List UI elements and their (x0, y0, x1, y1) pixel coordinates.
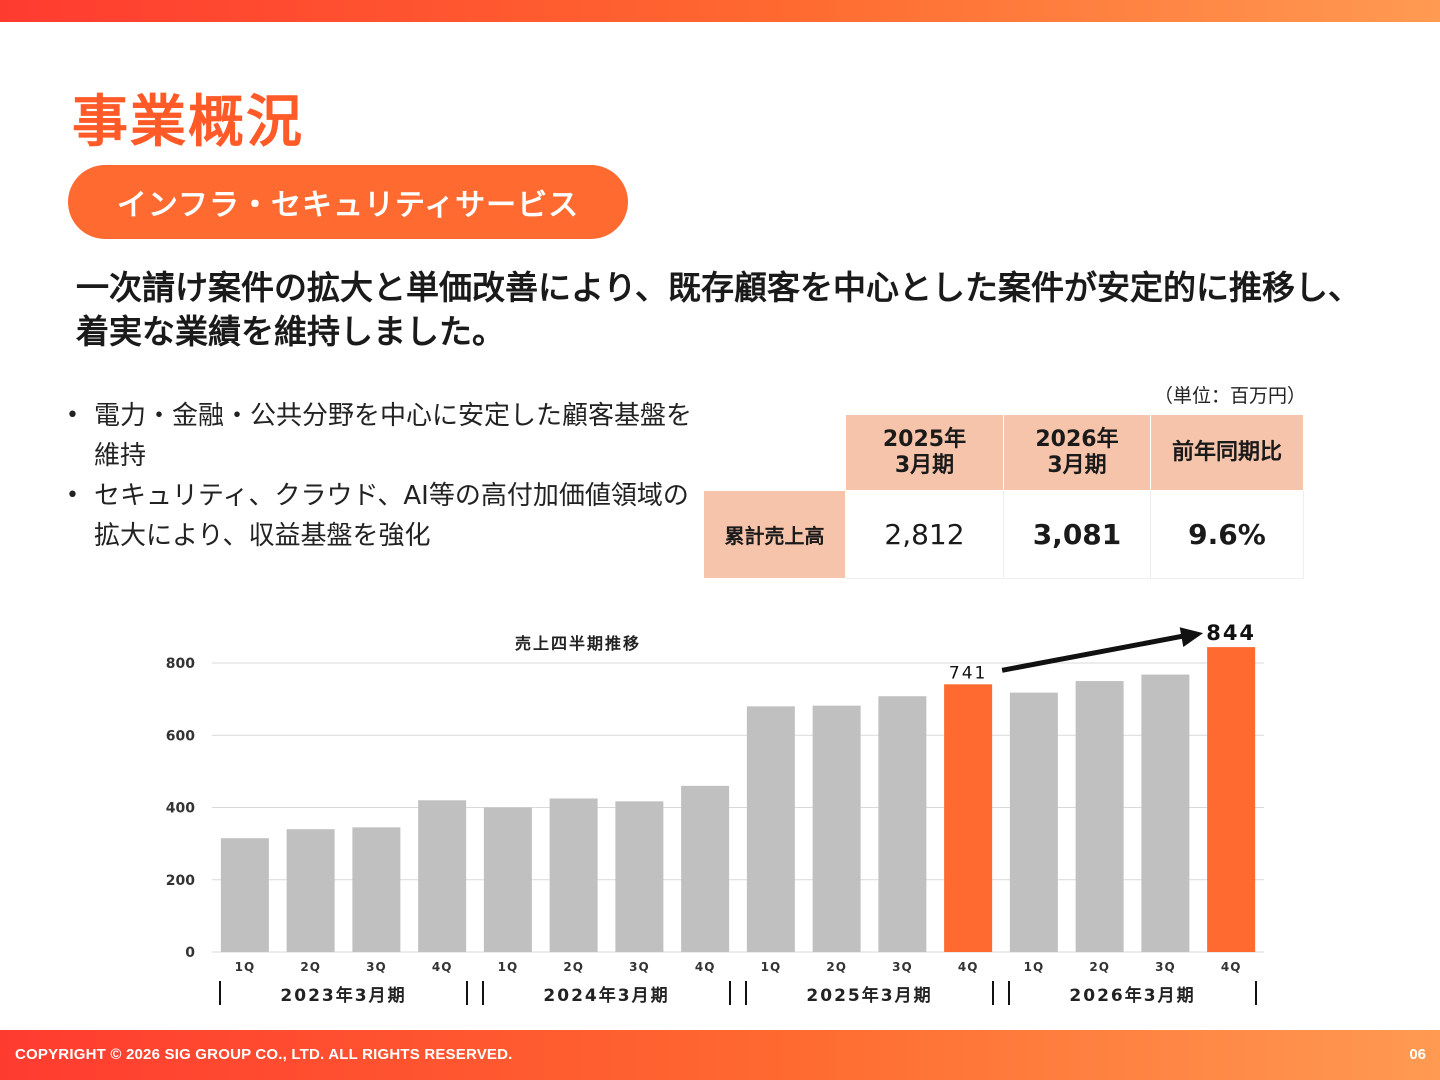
y-tick-label: 0 (185, 945, 195, 961)
bullet-item: セキュリティ、クラウド、AI等の高付加価値領域の拡大により、収益基盤を強化 (64, 476, 704, 556)
y-tick-label: 800 (166, 656, 195, 672)
data-label: 844 (1206, 621, 1256, 645)
table-row-label: 累計売上高 (703, 490, 846, 579)
x-tick-label: 4Q (695, 960, 716, 974)
bar (1075, 681, 1124, 952)
footer-bar: COPYRIGHT © 2026 SIG GROUP CO., LTD. ALL… (0, 1030, 1440, 1080)
bar (746, 706, 795, 952)
table-header-2026: 2026年 3月期 (1003, 414, 1151, 491)
header-period: 3月期 (1047, 452, 1107, 478)
table-header-2025: 2025年 3月期 (845, 414, 1004, 491)
table-header-yoy: 前年同期比 (1150, 414, 1304, 491)
headline-text: 一次請け案件の拡大と単価改善により、既存顧客を中心とした案件が安定的に推移し、着… (76, 268, 1362, 351)
x-tick-label: 3Q (366, 960, 387, 974)
bar (812, 705, 861, 952)
table-value-2025: 2,812 (845, 490, 1004, 579)
x-tick-label: 1Q (761, 960, 782, 974)
bar (483, 807, 532, 952)
section-label: インフラ・セキュリティサービス (68, 165, 628, 239)
header-year: 2026年 (1035, 426, 1119, 452)
x-tick-label: 4Q (432, 960, 453, 974)
bar (681, 785, 730, 952)
page-number: 06 (1409, 1046, 1426, 1063)
table-value-yoy: 9.6% (1150, 490, 1304, 579)
bar (220, 838, 269, 952)
bar (286, 829, 335, 952)
x-tick-label: 4Q (1221, 960, 1242, 974)
bar (615, 801, 664, 952)
bar (549, 798, 598, 952)
header-year: 2025年 (882, 426, 967, 452)
x-tick-label: 2Q (300, 960, 321, 974)
chart-title: 売上四半期推移 (515, 634, 641, 653)
bar (878, 696, 927, 952)
y-tick-label: 200 (166, 873, 195, 889)
y-tick-label: 600 (166, 728, 195, 744)
table-value-2026: 3,081 (1003, 490, 1151, 579)
trend-arrow-head (1179, 627, 1204, 647)
x-tick-label: 4Q (958, 960, 979, 974)
bar (1009, 692, 1058, 952)
header-period: 3月期 (894, 452, 955, 478)
quarterly-sales-chart: 売上四半期推移 0 200 400 600 800 1Q 2Q 3Q 4Q 1Q 2Q 3Q 4Q 1Q 2Q… (150, 620, 1290, 1020)
bar (1141, 674, 1190, 952)
x-tick-label: 3Q (1155, 960, 1176, 974)
bullet-list: 電力・金融・公共分野を中心に安定した顧客基盤を維持 セキュリティ、クラウド、AI… (64, 396, 704, 556)
x-tick-label: 3Q (892, 960, 913, 974)
table-corner-cell (703, 414, 846, 491)
x-tick-label: 1Q (235, 960, 256, 974)
group-label: 2024年3月期 (543, 985, 669, 1006)
y-tick-label: 400 (166, 801, 195, 817)
bar (1207, 647, 1256, 952)
data-label: 741 (949, 663, 987, 683)
x-tick-label: 3Q (629, 960, 650, 974)
group-label: 2023年3月期 (280, 985, 406, 1006)
x-tick-label: 1Q (1024, 960, 1045, 974)
copyright-text: COPYRIGHT © 2026 SIG GROUP CO., LTD. ALL… (15, 1046, 513, 1063)
bullet-item: 電力・金融・公共分野を中心に安定した顧客基盤を維持 (64, 396, 704, 476)
x-tick-label: 2Q (563, 960, 584, 974)
chart-svg: 売上四半期推移 0 200 400 600 800 1Q 2Q 3Q 4Q 1Q 2Q 3Q 4Q 1Q 2Q… (166, 621, 1264, 1006)
x-tick-label: 2Q (1089, 960, 1110, 974)
trend-arrow-line (1001, 632, 1192, 673)
group-label: 2025年3月期 (806, 985, 932, 1006)
x-tick-label: 2Q (826, 960, 847, 974)
bar (944, 684, 993, 952)
unit-label: （単位：百万円） (1153, 385, 1306, 407)
bar (418, 800, 467, 952)
page-title: 事業概況 (72, 90, 304, 155)
top-accent-bar (0, 0, 1440, 22)
summary-table: 2025年 3月期 2026年 3月期 前年同期比 累計売上高 2,812 3,… (703, 414, 1304, 579)
bar (352, 827, 401, 952)
group-label: 2026年3月期 (1069, 985, 1195, 1006)
x-tick-label: 1Q (498, 960, 519, 974)
